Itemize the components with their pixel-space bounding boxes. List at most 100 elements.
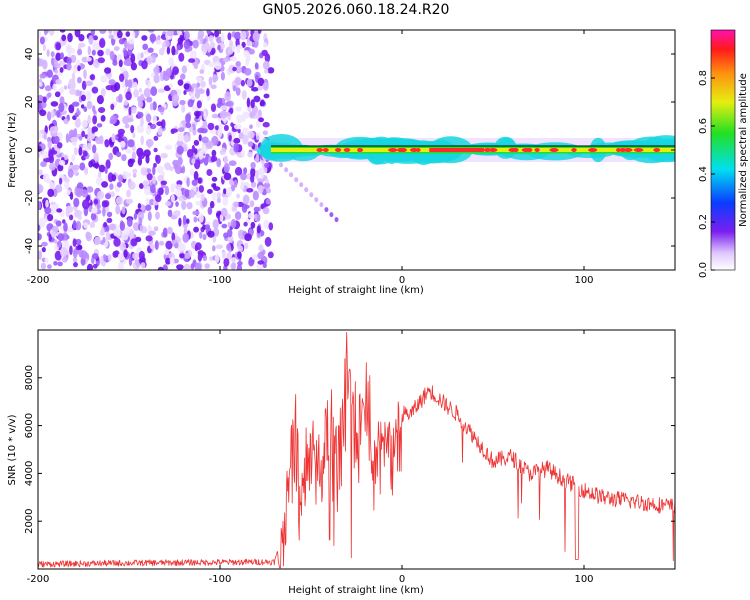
noise-blob [169,166,174,172]
noise-blob [257,213,261,222]
noise-blob [92,163,100,168]
ridge-red-dot [357,148,362,152]
noise-blob [72,164,80,171]
noise-blob [210,103,217,112]
noise-blob [53,260,58,266]
noise-blob [115,204,121,215]
noise-blob [105,193,111,200]
noise-blob [262,207,270,215]
noise-blob [153,73,160,84]
noise-blob [77,49,83,56]
noise-blob [118,38,125,45]
noise-blob [192,210,200,216]
noise-blob [99,30,107,34]
noise-blob [236,114,244,124]
noise-blob [125,31,131,37]
noise-blob [38,152,41,158]
noise-blob [211,135,219,146]
noise-blob [157,127,163,136]
ridge-red-dot [388,148,398,152]
noise-blob [85,231,91,240]
noise-blob [207,230,215,238]
noise-blob [191,158,196,165]
spectrogram-x-tick-label: -200 [27,275,50,286]
colorbar-tick-label: 0.0 [698,262,709,278]
noise-blob [221,207,228,217]
noise-blob [164,248,170,256]
noise-blob [87,142,92,151]
noise-blob [193,159,201,170]
noise-blob [137,99,144,108]
noise-blob [46,111,52,121]
noise-blob [109,50,115,61]
noise-blob [118,174,123,183]
noise-blob [77,65,81,72]
noise-blob [162,227,168,238]
noise-blob [121,79,125,88]
noise-blob [49,126,58,134]
noise-blob [199,231,203,239]
noise-blob [177,127,185,133]
noise-blob [195,111,200,119]
noise-blob [102,236,106,244]
noise-blob [108,30,112,34]
noise-blob [56,208,63,213]
noise-blob [198,213,204,223]
noise-blob [62,219,66,224]
noise-blob [240,180,245,191]
colorbar-label: Normalized spectral amplitude [738,73,749,227]
spectrogram-y-tick-label: 20 [24,96,35,109]
snr-y-tick-label: 4000 [24,461,35,486]
noise-blob [174,164,183,175]
noise-blob [140,52,144,59]
colorbar-tick-label: 0.8 [698,70,709,86]
noise-blob [209,41,216,49]
noise-blob [147,211,152,222]
colorbar-tick-label: 0.6 [698,118,709,134]
noise-blob [50,110,55,119]
noise-blob [235,61,241,68]
noise-blob [196,82,201,88]
noise-blob [59,159,66,166]
noise-blob [57,261,63,267]
noise-blob [47,188,55,198]
noise-blob [96,190,105,200]
noise-blob [243,167,248,175]
noise-blob [59,67,64,73]
noise-blob [113,237,121,247]
noise-blob [49,30,55,36]
noise-blob [189,189,196,198]
noise-blob [38,81,43,87]
noise-blob [155,40,162,45]
noise-blob [104,166,108,174]
noise-blob [73,128,78,138]
noise-blob [195,191,201,199]
noise-blob [154,194,162,203]
noise-blob [50,51,55,58]
noise-blob [200,193,205,202]
noise-blob [145,124,152,135]
snr-y-tick-label: 8000 [24,365,35,390]
noise-blob [249,200,255,208]
noise-blob [60,247,68,258]
noise-blob [211,176,218,182]
noise-blob [117,252,126,261]
noise-blob [72,248,78,259]
noise-blob [96,204,101,210]
noise-blob [237,245,244,253]
noise-blob [125,148,132,154]
noise-blob [241,41,246,48]
noise-blob [123,49,128,57]
noise-blob [52,135,60,145]
streak-blob [304,187,309,193]
noise-blob [235,65,242,74]
spectrogram-x-axis-label: Height of straight line (km) [288,285,424,296]
noise-blob [57,233,64,242]
noise-blob [255,153,260,164]
noise-blob [87,114,91,125]
noise-blob [133,212,138,220]
noise-blob [108,79,116,86]
noise-blob [247,141,254,148]
noise-blob [85,90,92,101]
noise-blob [69,245,73,255]
